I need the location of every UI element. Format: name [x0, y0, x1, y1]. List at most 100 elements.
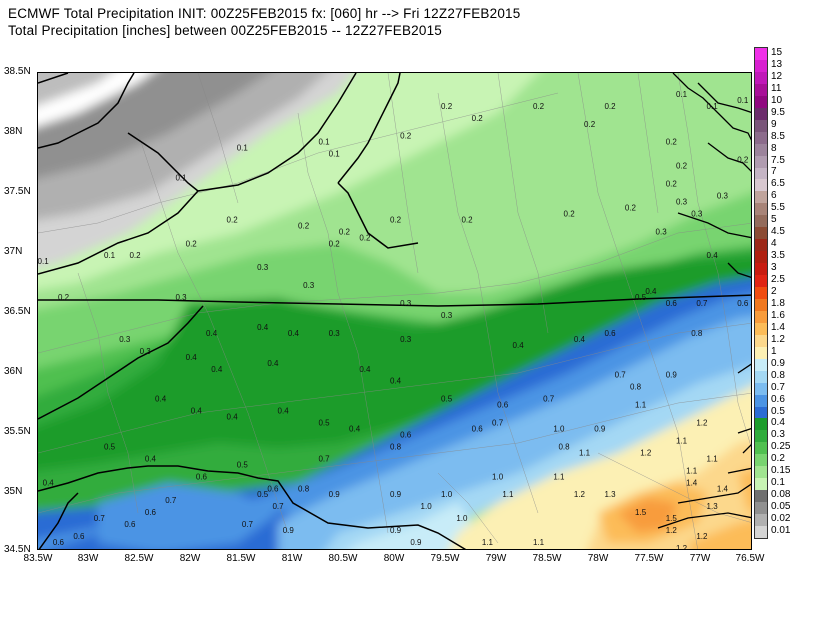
precip-value-label: 0.1	[38, 257, 49, 266]
precip-value-label: 1.4	[717, 484, 729, 493]
lon-tick-label: 78.5W	[532, 553, 562, 564]
precip-value-label: 0.2	[339, 227, 351, 236]
precip-value-label: 0.2	[676, 162, 688, 171]
precip-value-label: 0.4	[359, 365, 371, 374]
precip-value-label: 0.6	[73, 532, 85, 541]
legend-color-box	[755, 59, 767, 73]
precip-value-label: 0.2	[390, 215, 402, 224]
precip-value-label: 0.3	[329, 329, 341, 338]
precip-value-label: 0.7	[242, 520, 254, 529]
legend-label: 8.5	[771, 130, 785, 142]
precip-value-label: 0.4	[206, 329, 218, 338]
legend-label: 1.2	[771, 333, 785, 345]
lon-tick-label: 82.5W	[124, 553, 154, 564]
precip-value-label: 0.3	[175, 293, 187, 302]
lon-tick-label: 79.5W	[430, 553, 460, 564]
precip-value-label: 0.6	[666, 299, 678, 308]
lat-tick-label: 38N	[4, 126, 23, 137]
lat-tick-label: 35N	[4, 486, 23, 497]
precip-value-label: 0.2	[400, 132, 412, 141]
precip-value-label: 0.3	[119, 335, 131, 344]
legend-color-box	[755, 107, 767, 121]
precip-value-label: 0.5	[104, 442, 116, 451]
legend-color-box	[755, 119, 767, 133]
precip-value-label: 0.2	[461, 215, 473, 224]
precip-value-label: 1.1	[553, 472, 565, 481]
precip-value-label: 0.1	[737, 96, 749, 105]
precip-value-label: 0.2	[584, 120, 596, 129]
legend-color-box	[755, 454, 767, 467]
precip-value-label: 0.1	[237, 144, 249, 153]
legend-label: 3.5	[771, 250, 785, 262]
legend-label: 7.5	[771, 154, 785, 166]
legend-label: 0.9	[771, 357, 785, 369]
precip-value-label: 0.4	[257, 323, 269, 332]
precip-value-label: 0.2	[472, 114, 484, 123]
legend-label: 0.05	[771, 501, 791, 513]
legend-label: 7	[771, 166, 777, 178]
precip-value-label: 1.1	[579, 448, 591, 457]
precip-value-label: 0.7	[543, 395, 555, 404]
precip-value-label: 0.2	[329, 239, 341, 248]
precip-value-label: 0.9	[329, 490, 341, 499]
precip-value-label: 0.9	[594, 425, 606, 434]
precip-value-label: 0.1	[175, 174, 187, 183]
legend-label: 0.6	[771, 393, 785, 405]
lon-tick-label: 81W	[281, 553, 303, 564]
precip-value-label: 0.9	[410, 538, 422, 547]
lat-tick-label: 34.5N	[4, 544, 31, 555]
precip-value-label: 0.7	[165, 496, 177, 505]
precip-value-label: 1.0	[492, 472, 504, 481]
state-borders	[38, 73, 751, 549]
precip-value-label: 0.2	[58, 293, 70, 302]
legend-label: 0.01	[771, 525, 791, 537]
precip-value-label: 1.0	[553, 425, 565, 434]
precip-value-label: 0.6	[145, 508, 157, 517]
lon-tick-label: 80.5W	[328, 553, 358, 564]
legend-label: 0.1	[771, 477, 785, 489]
legend-color-box	[755, 526, 767, 539]
precip-value-label: 0.8	[691, 329, 703, 338]
precip-value-label: 0.3	[691, 209, 703, 218]
precip-value-label: 1.5	[635, 508, 647, 517]
precip-value-label: 0.8	[558, 442, 570, 451]
precip-value-label: 0.2	[298, 221, 310, 230]
legend-color-box	[755, 370, 767, 384]
precip-value-label: 0.6	[124, 520, 136, 529]
precip-value-label: 1.0	[441, 490, 453, 499]
precip-value-label: 0.4	[43, 478, 55, 487]
precip-value-label: 0.2	[564, 209, 576, 218]
legend-label: 8	[771, 142, 777, 154]
legend-label: 15	[771, 46, 783, 58]
legend-color-box	[755, 394, 767, 408]
legend-label: 1	[771, 345, 777, 357]
precip-value-label: 0.4	[145, 454, 157, 463]
legend-color-box	[755, 334, 767, 348]
precip-value-label: 0.4	[155, 395, 167, 404]
precip-value-label: 0.5	[635, 293, 647, 302]
precip-value-label: 1.2	[640, 448, 652, 457]
legend-color-box	[755, 346, 767, 360]
precip-value-labels: 0.1 0.1 0.1 0.1 0.1 0.1 0.1 0.1 0.1 0.2 0.2 0.2 0.2 0…	[38, 90, 749, 549]
precip-value-label: 1.2	[696, 532, 708, 541]
precip-value-label: 1.0	[421, 502, 433, 511]
legend-label: 13	[771, 58, 783, 70]
legend-color-box	[755, 430, 767, 443]
precip-value-label: 0.5	[441, 395, 453, 404]
precip-value-label: 1.2	[666, 526, 678, 535]
lat-tick-label: 37.5N	[4, 186, 31, 197]
precip-value-label: 0.8	[390, 442, 402, 451]
precip-value-label: 0.2	[666, 138, 678, 147]
legend-color-box	[755, 131, 767, 145]
precip-value-label: 0.1	[329, 150, 341, 159]
precip-value-label: 0.6	[472, 425, 484, 434]
county-lines	[38, 73, 751, 549]
legend-color-box	[755, 251, 767, 264]
legend-label: 6.5	[771, 178, 785, 190]
precip-value-label: 0.3	[400, 335, 412, 344]
lon-tick-label: 80W	[383, 553, 405, 564]
legend-color-box	[755, 418, 767, 431]
legend-label: 0.8	[771, 369, 785, 381]
legend-color-box	[755, 203, 767, 216]
map-subtitle: Total Precipitation [inches] between 00Z…	[8, 23, 442, 38]
